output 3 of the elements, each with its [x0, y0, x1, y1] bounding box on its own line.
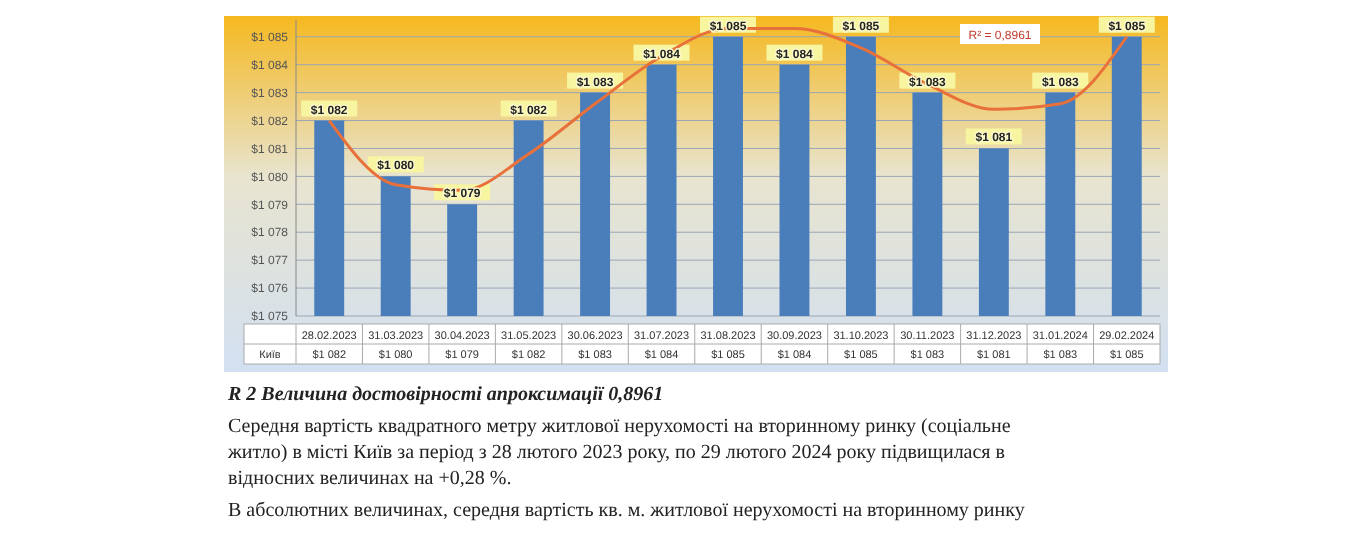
- text: В абсолютних величинах, середня вартість кв. м. житлової нерухомості на вторинному ринку: [228, 500, 1025, 522]
- text: Середня вартість квадратного метру житлової нерухомості на вторинному ринку (соціальне житло) в місті Київ за період з 28 лютого 2023 року, по 29 лютого 2024 року підвищилася в відносних величинах на +0,28 %.: [226, 416, 1012, 490]
- text: R 2 Величина достовірності апроксимації 0,8961: [226, 384, 664, 406]
